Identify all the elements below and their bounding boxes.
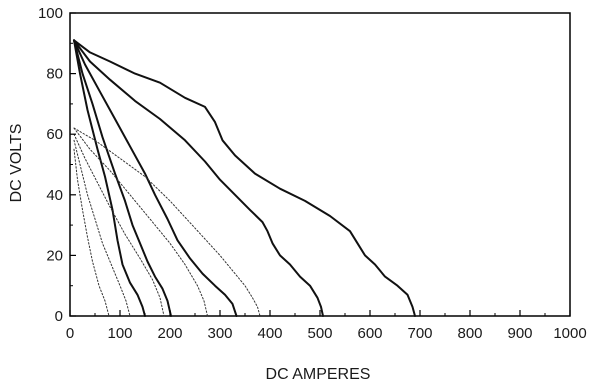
- y-axis-title: DC VOLTS: [8, 124, 25, 203]
- dotted-curve: [73, 133, 165, 317]
- x-tick-label: 0: [66, 325, 74, 342]
- dotted-curve: [73, 127, 208, 317]
- dotted-curve: [73, 139, 131, 317]
- x-tick-label: 100: [107, 325, 132, 342]
- y-tick-label: 100: [38, 5, 63, 22]
- x-tick-label: 900: [507, 325, 532, 342]
- curves: [73, 39, 416, 317]
- solid-curve: [73, 39, 416, 317]
- plot-frame: [69, 12, 571, 317]
- y-tick-label: 0: [55, 308, 63, 325]
- x-tick-label: 500: [307, 325, 332, 342]
- y-tick-label: 80: [46, 66, 63, 83]
- x-tick-label: 600: [357, 325, 382, 342]
- solid-curve: [73, 39, 172, 317]
- x-tick-label: 300: [207, 325, 232, 342]
- x-tick-label: 800: [457, 325, 482, 342]
- x-tick-label: 200: [157, 325, 182, 342]
- solid-curve: [73, 39, 238, 317]
- dotted-curve: [73, 127, 261, 317]
- dotted-curve: [73, 148, 110, 317]
- x-axis-title: DC AMPERES: [266, 366, 371, 383]
- y-tick-label: 60: [46, 126, 63, 143]
- plot-area: [69, 12, 571, 317]
- y-tick-label: 40: [46, 187, 63, 204]
- x-tick-label: 1000: [553, 325, 586, 342]
- solid-curve: [73, 39, 324, 317]
- solid-curve: [73, 39, 146, 317]
- axes: 0 100 200 300 400 500 600 700 800 900 1000 0 20 40 60 8…: [38, 5, 587, 342]
- x-tick-label: 400: [257, 325, 282, 342]
- y-tick-label: 20: [46, 247, 63, 264]
- x-tick-label: 700: [407, 325, 432, 342]
